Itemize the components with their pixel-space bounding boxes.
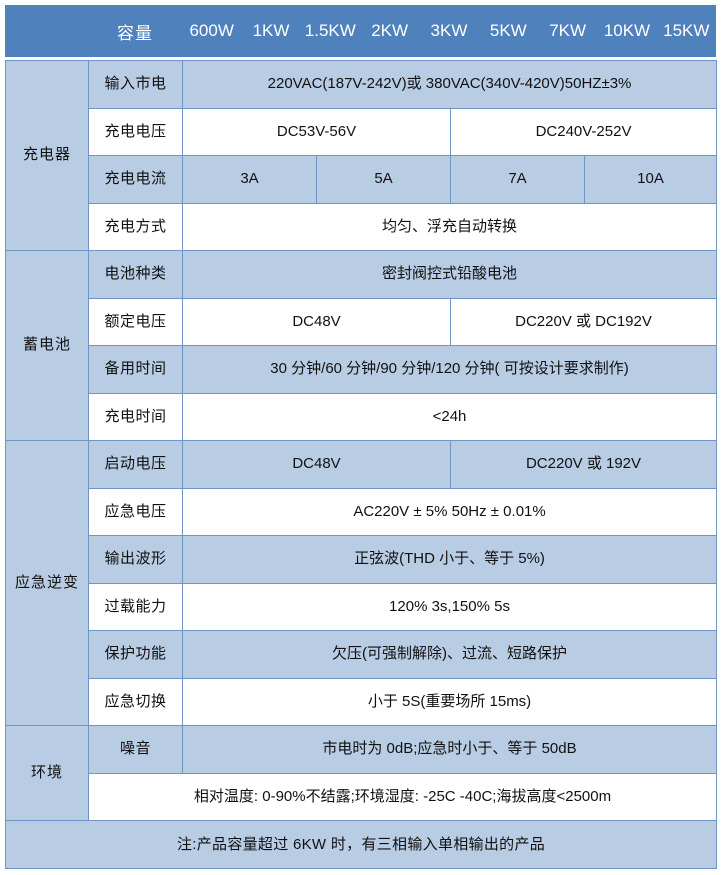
header-capacity-list: 600W 1KW 1.5KW 2KW 3KW 5KW 7KW 10KW 15KW xyxy=(182,21,716,41)
value-cell: 7A xyxy=(450,155,585,204)
value-cell: DC48V xyxy=(182,297,451,347)
parameter-label-cell: 保护功能 xyxy=(88,630,183,679)
parameter-label-cell: 应急切换 xyxy=(88,677,183,727)
table-row: 应急切换 小于 5S(重要场所 15ms) xyxy=(6,677,718,727)
table-row: 充电时间 <24h xyxy=(6,392,718,442)
section-category-cell: 充电器 xyxy=(5,59,89,252)
value-cell: <24h xyxy=(181,392,718,442)
parameter-label-cell: 输出波形 xyxy=(88,535,183,584)
parameter-label-cell: 额定电压 xyxy=(88,297,183,347)
parameter-label-cell: 启动电压 xyxy=(88,440,183,489)
header-capacity-value: 7KW xyxy=(549,21,587,40)
table-row: 保护功能 欠压(可强制解除)、过流、短路保护 xyxy=(6,630,718,679)
table-row: 额定电压 DC48V DC220V 或 DC192V xyxy=(6,297,718,347)
header-capacity-value: 1KW xyxy=(252,21,290,40)
parameter-label-cell: 电池种类 xyxy=(88,250,183,299)
table-row: 环境 噪音 市电时为 0dB;应急时小于、等于 50dB xyxy=(5,725,718,822)
table-row: 应急逆变 启动电压 DC48V DC220V 或 192V xyxy=(5,440,718,727)
table-row: 应急电压 AC220V ± 5% 50Hz ± 0.01% xyxy=(6,487,718,537)
parameter-label-cell: 备用时间 xyxy=(88,345,183,394)
value-cell: DC220V 或 DC192V xyxy=(449,297,718,347)
parameter-label-cell: 应急电压 xyxy=(88,487,183,537)
value-cell: AC220V ± 5% 50Hz ± 0.01% xyxy=(181,487,718,537)
section-category-cell: 蓄电池 xyxy=(5,250,89,442)
table-row: 充电器 输入市电 220VAC(187V-242V)或 380VAC(340V-42… xyxy=(5,59,718,252)
header-capacity-value: 1.5KW xyxy=(304,21,356,40)
header-title-capacity: 容量 xyxy=(117,23,153,43)
footer-note-cell: 注:产品容量超过 6KW 时，有三相输入单相输出的产品 xyxy=(4,820,718,869)
footer-note-row: 注:产品容量超过 6KW 时，有三相输入单相输出的产品 xyxy=(4,820,718,869)
value-cell: 市电时为 0dB;应急时小于、等于 50dB xyxy=(181,725,718,774)
value-cell: DC240V-252V xyxy=(449,107,718,157)
value-cell: 小于 5S(重要场所 15ms) xyxy=(181,677,718,727)
value-cell: DC53V-56V xyxy=(182,107,451,157)
header-capacity-value: 5KW xyxy=(489,21,527,40)
header-capacity-value: 10KW xyxy=(603,21,651,40)
value-cell: 相对温度: 0-90%不结露;环境湿度: -25C -40C;海拔高度<2500… xyxy=(87,772,718,822)
table-row: 蓄电池 电池种类 密封阀控式铅酸电池 xyxy=(5,250,718,442)
value-cell: 30 分钟/60 分钟/90 分钟/120 分钟( 可按设计要求制作) xyxy=(181,345,718,394)
value-cell: 5A xyxy=(316,155,451,204)
table-row: 充电电压 DC53V-56V DC240V-252V xyxy=(6,107,718,157)
header-capacity-value: 3KW xyxy=(430,21,468,40)
parameter-label-cell: 充电时间 xyxy=(88,392,183,442)
table-row: 充电电流 3A 5A 7A 10A xyxy=(6,155,718,204)
table-row: 备用时间 30 分钟/60 分钟/90 分钟/120 分钟( 可按设计要求制作) xyxy=(6,345,718,394)
specification-table: 充电器 输入市电 220VAC(187V-242V)或 380VAC(340V-42… xyxy=(4,59,718,869)
table-row: 过载能力 120% 3s,150% 5s xyxy=(6,582,718,632)
value-cell: 正弦波(THD 小于、等于 5%) xyxy=(181,535,718,584)
header-capacity-value: 2KW xyxy=(371,21,409,40)
table-row: 充电方式 均匀、浮充自动转换 xyxy=(6,202,718,252)
table-row: 相对温度: 0-90%不结露;环境湿度: -25C -40C;海拔高度<2500… xyxy=(6,772,718,822)
parameter-label-cell: 充电方式 xyxy=(88,202,183,252)
section-category-cell: 应急逆变 xyxy=(5,440,89,727)
section-category-cell: 环境 xyxy=(5,725,89,822)
parameter-label-cell: 噪音 xyxy=(88,725,183,774)
parameter-label-cell: 输入市电 xyxy=(88,60,183,109)
specification-table-body: 充电器 输入市电 220VAC(187V-242V)或 380VAC(340V-42… xyxy=(4,59,718,869)
value-cell: DC48V xyxy=(182,440,451,489)
value-cell: 欠压(可强制解除)、过流、短路保护 xyxy=(181,630,718,679)
parameter-label-cell: 过载能力 xyxy=(88,582,183,632)
value-cell: 10A xyxy=(583,155,718,204)
value-cell: DC220V 或 192V xyxy=(449,440,718,489)
value-cell: 均匀、浮充自动转换 xyxy=(181,202,718,252)
parameter-label-cell: 充电电流 xyxy=(88,155,183,204)
header-capacity-value: 15KW xyxy=(663,21,710,40)
value-cell: 120% 3s,150% 5s xyxy=(181,582,718,632)
parameter-label-cell: 充电电压 xyxy=(88,107,183,157)
table-row: 输出波形 正弦波(THD 小于、等于 5%) xyxy=(6,535,718,584)
header-capacity-value: 600W xyxy=(189,21,234,40)
capacity-header-band: 容量 600W 1KW 1.5KW 2KW 3KW 5KW 7KW 10KW 15KW xyxy=(5,5,716,57)
value-cell: 220VAC(187V-242V)或 380VAC(340V-420V)50HZ… xyxy=(181,60,718,109)
value-cell: 3A xyxy=(182,155,317,204)
value-cell: 密封阀控式铅酸电池 xyxy=(181,250,718,299)
